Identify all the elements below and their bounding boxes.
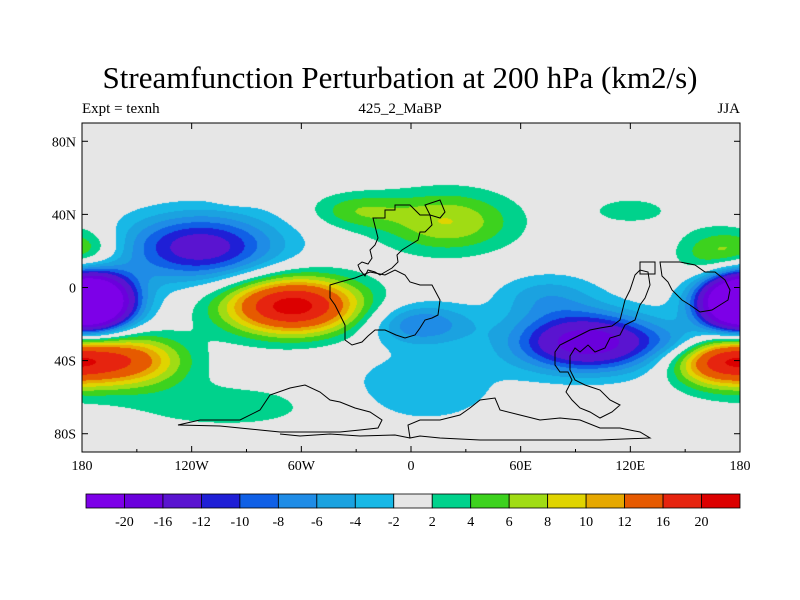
x-tick-label: 60W [288,459,316,474]
africa-outline [357,204,433,277]
x-tick-label: 180 [72,459,93,474]
y-tick-label: 80S [54,428,76,443]
experiment-label: Expt = texnh [82,101,160,117]
colorbar-box [201,493,241,509]
colorbar-box [85,493,125,509]
colorbar-label: 12 [618,515,632,530]
colorbar-box [316,493,356,509]
colorbar-box [624,493,664,509]
colorbar-label: 20 [695,515,709,530]
colorbar-box [508,493,549,509]
antarctica-outline [177,384,383,433]
colorbar-box [354,493,395,509]
x-tick-label: 120W [175,459,210,474]
colorbar-box [585,493,625,509]
x-axis: 180 120W 60W 0 60E 120E 180 [72,123,751,474]
colorbar-label: 4 [467,515,474,530]
x-tick-label: 60E [509,459,532,474]
colorbar-label: 16 [656,515,670,530]
colorbar-box [124,493,164,509]
y-tick-label: 80N [52,135,76,150]
x-tick-label: 180 [730,459,751,474]
run-label: 425_2_MaBP [358,101,442,117]
colorbar-label: 10 [579,515,593,530]
y-axis: 80N 40N 0 40S 80S [52,135,740,443]
antarctica-shelf-outline [407,397,652,441]
y-tick-label: 40N [52,208,76,223]
island-outline [639,261,656,275]
y-tick-label: 40S [54,355,76,370]
colorbar-label: -16 [154,515,173,530]
colorbar-box [701,493,741,509]
colorbar-box [547,493,587,509]
europe-outline [424,199,446,219]
x-tick-label: 120E [616,459,646,474]
colorbar-label: 6 [506,515,513,530]
colorbar: -20 -16 -12 -10 -8 -6 -4 -2 2 4 6 8 10 12 16 20 [85,493,741,530]
streamfunction-field [82,123,740,452]
colorbar-box [393,493,433,509]
colorbar-box [470,493,510,509]
y-tick-label: 0 [69,282,76,297]
colorbar-box [239,493,279,509]
colorbar-label: -10 [231,515,250,530]
asia-outline [554,269,651,419]
colorbar-label: 2 [429,515,436,530]
colorbar-box [662,493,702,509]
colorbar-label: -6 [311,515,323,530]
x-tick-label: 0 [408,459,415,474]
east-asia-outline [659,261,731,313]
colorbar-label: -8 [273,515,285,530]
colorbar-box [431,493,472,509]
chart-title: Streamfunction Perturbation at 200 hPa (… [102,60,698,95]
antarctica-coast-outline [279,433,411,439]
colorbar-label: 8 [544,515,551,530]
colorbar-box [162,493,202,509]
colorbar-label: -4 [349,515,361,530]
south-america-outline [329,269,441,346]
continent-outlines [177,199,731,441]
colorbar-label: -20 [115,515,134,530]
colorbar-label: -2 [388,515,400,530]
colorbar-box [277,493,318,509]
colorbar-label: -12 [192,515,211,530]
season-label: JJA [717,101,740,117]
